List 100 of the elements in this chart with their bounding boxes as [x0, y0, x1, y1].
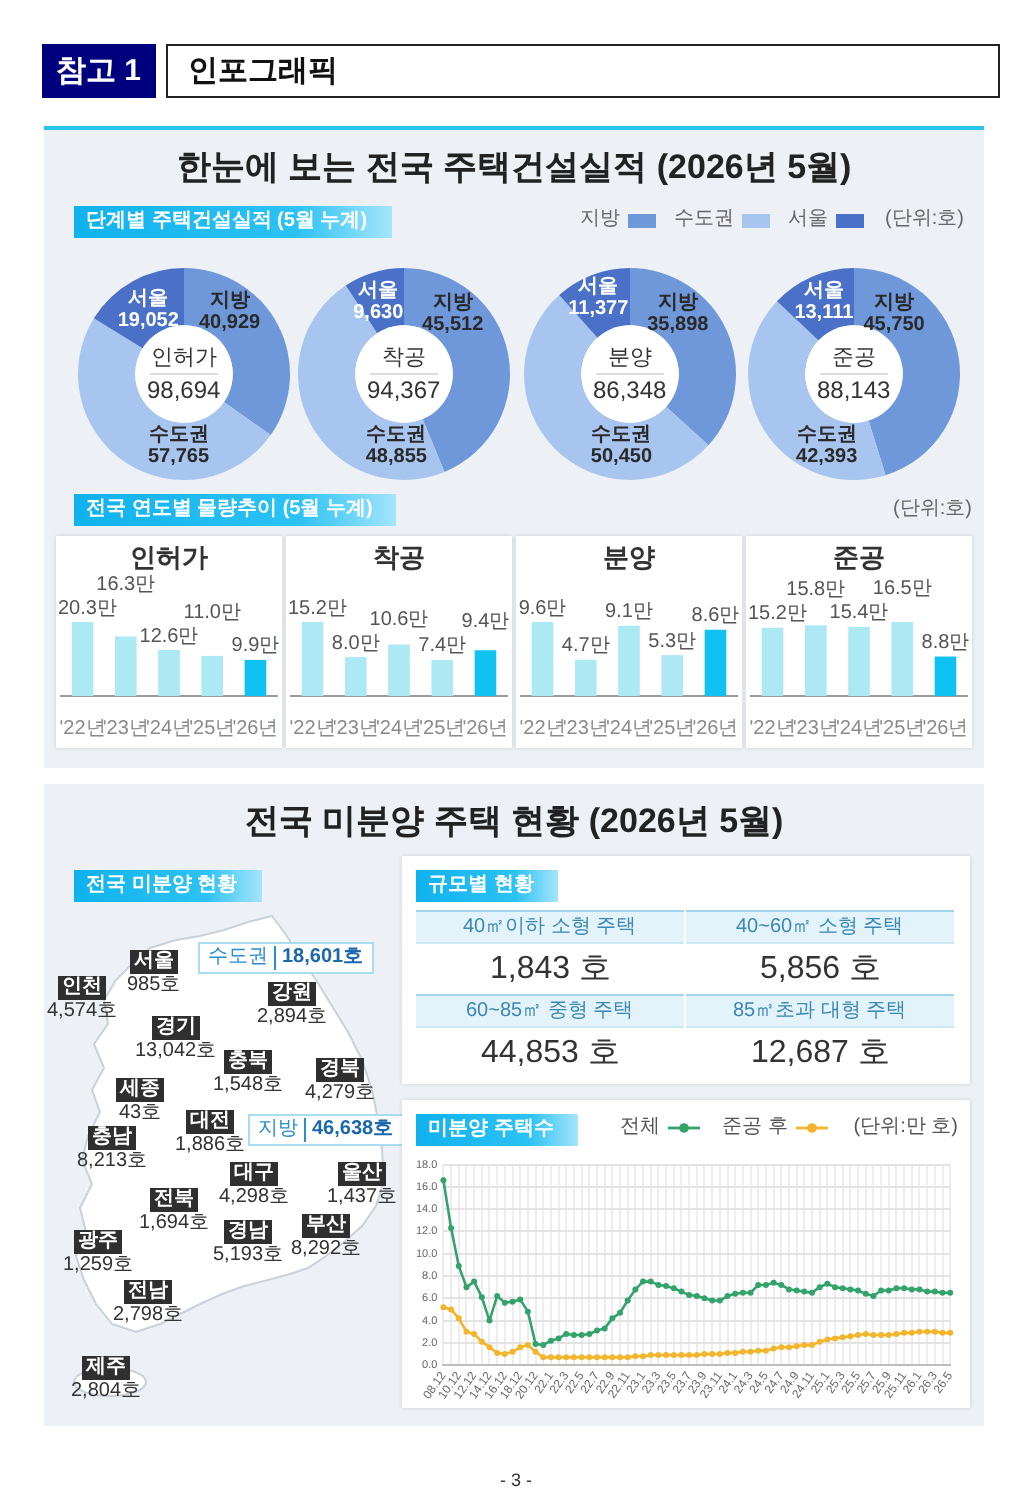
category-label: 40~60㎡ 소형 주택 — [736, 915, 904, 939]
data-label: 57,765 — [147, 446, 210, 469]
bar — [71, 622, 94, 696]
data-label: 4.7만 — [561, 635, 610, 658]
chart-title: 인허가 — [130, 542, 208, 574]
chart-title: 분양 — [603, 542, 655, 574]
x-tick-label: '24년 — [835, 717, 883, 740]
bar — [574, 659, 597, 696]
bar — [531, 622, 554, 696]
x-tick-label: '25년 — [649, 717, 696, 740]
bar — [114, 636, 137, 696]
x-tick-label: '25년 — [419, 717, 466, 740]
data-label: 48,855 — [365, 446, 427, 469]
text: 인허가 — [151, 346, 217, 372]
data-label: 20.3만 — [57, 597, 117, 620]
x-tick-label: '22년 — [519, 717, 566, 740]
bar — [618, 625, 640, 696]
slice-label: 지방 — [207, 289, 252, 312]
text: 88,143 — [817, 376, 891, 404]
text: (단위:만 호) — [853, 1116, 958, 1140]
slice-label: 서울 — [126, 288, 171, 311]
data-label: 12,687 호 — [751, 1033, 890, 1071]
x-tick-label: '25년 — [879, 717, 926, 740]
text: (단위:호) — [893, 498, 972, 522]
data-label: 9.6만 — [518, 597, 567, 620]
text: 86,348 — [593, 376, 667, 404]
bar — [474, 650, 497, 696]
text: 규모별 현황 — [416, 870, 558, 902]
bar — [344, 657, 367, 696]
slice-label: 서울 — [356, 279, 401, 302]
data-label: 15.2만 — [747, 603, 807, 626]
x-tick-label: '26년 — [462, 717, 509, 740]
x-tick-label: '23년 — [332, 717, 379, 740]
slice-label: 지방 — [872, 291, 917, 314]
slice-label: 서울 — [576, 276, 621, 299]
data-label: 35,898 — [647, 313, 709, 336]
x-tick-label: '23년 — [102, 717, 149, 740]
data-label: 19,052 — [117, 310, 179, 333]
text: 준공 — [832, 346, 876, 372]
data-label: 9.4만 — [461, 611, 510, 634]
data-label: 13,111 — [794, 302, 854, 325]
x-tick-label: '24년 — [375, 717, 423, 740]
x-tick-label: '26년 — [692, 717, 739, 740]
slice-label: 수도권 — [147, 424, 210, 447]
bar — [201, 655, 224, 696]
category-label: 60~85㎡ 중형 주택 — [466, 999, 634, 1023]
data-label: 11.0만 — [183, 601, 241, 624]
chart-subtitle: 단계별 주택건설실적 (5월 누계) — [74, 206, 392, 238]
slice-label: 수도권 — [365, 424, 427, 447]
data-label: 40,929 — [199, 311, 261, 334]
bar — [848, 626, 870, 696]
bar — [431, 659, 454, 696]
data-label: 5.3만 — [648, 630, 697, 653]
data-label: 7.4만 — [418, 635, 467, 658]
bar — [934, 656, 957, 696]
data-label: 1,843 호 — [490, 949, 611, 987]
bar — [388, 644, 410, 696]
text: (단위:호) — [885, 208, 964, 232]
bar — [244, 659, 267, 696]
legend-label: 준공 후 — [722, 1116, 788, 1140]
data-label: 11,377 — [568, 298, 629, 321]
data-label: 16.5만 — [872, 578, 932, 601]
data-label: 8.0만 — [331, 632, 380, 655]
x-tick-label: '25년 — [189, 717, 236, 740]
data-label: 10.6만 — [369, 608, 429, 631]
category-label: 40㎡이하 소형 주택 — [463, 915, 637, 939]
text: - 3 - — [500, 1469, 533, 1491]
x-tick-label: '26년 — [922, 717, 969, 740]
x-tick-label: '23년 — [562, 717, 609, 740]
chart-subtitle: 전국 연도별 물량추이 (5월 누계) — [74, 494, 397, 526]
data-label: 12.6만 — [139, 625, 199, 648]
x-tick-label: '24년 — [605, 717, 653, 740]
data-label: 44,853 호 — [481, 1033, 620, 1071]
text: 착공 — [382, 346, 426, 372]
data-label: 42,393 — [796, 446, 858, 469]
text: 한눈에 보는 전국 주택건설실적 (2026년 5월) — [177, 148, 852, 188]
x-tick-label: '24년 — [145, 717, 193, 740]
data-label: 8.6만 — [691, 605, 740, 628]
x-tick-label: '26년 — [232, 717, 279, 740]
data-label: 5,856 호 — [760, 949, 881, 987]
data-label: 16.3만 — [96, 573, 156, 596]
bar — [158, 650, 180, 696]
chart-title: 준공 — [833, 542, 885, 574]
slice-label: 수도권 — [590, 424, 653, 447]
bar — [761, 627, 784, 696]
data-label: 9,630 — [353, 301, 404, 324]
slice-label: 지방 — [655, 291, 700, 314]
data-label: 15.2만 — [287, 597, 347, 620]
bar — [804, 625, 827, 696]
legend-label: 전체 — [620, 1116, 660, 1140]
text: 인포그래픽 — [188, 54, 338, 90]
data-label: 8.8만 — [921, 632, 970, 655]
text: 참고 1 — [56, 53, 142, 89]
bar — [891, 622, 914, 696]
slice-label: 수도권 — [796, 424, 858, 447]
x-tick-label: '22년 — [749, 717, 796, 740]
data-label: 9.1만 — [605, 601, 653, 624]
data-label: 50,450 — [590, 446, 653, 469]
text: 94,367 — [367, 376, 441, 404]
bar — [704, 629, 727, 696]
